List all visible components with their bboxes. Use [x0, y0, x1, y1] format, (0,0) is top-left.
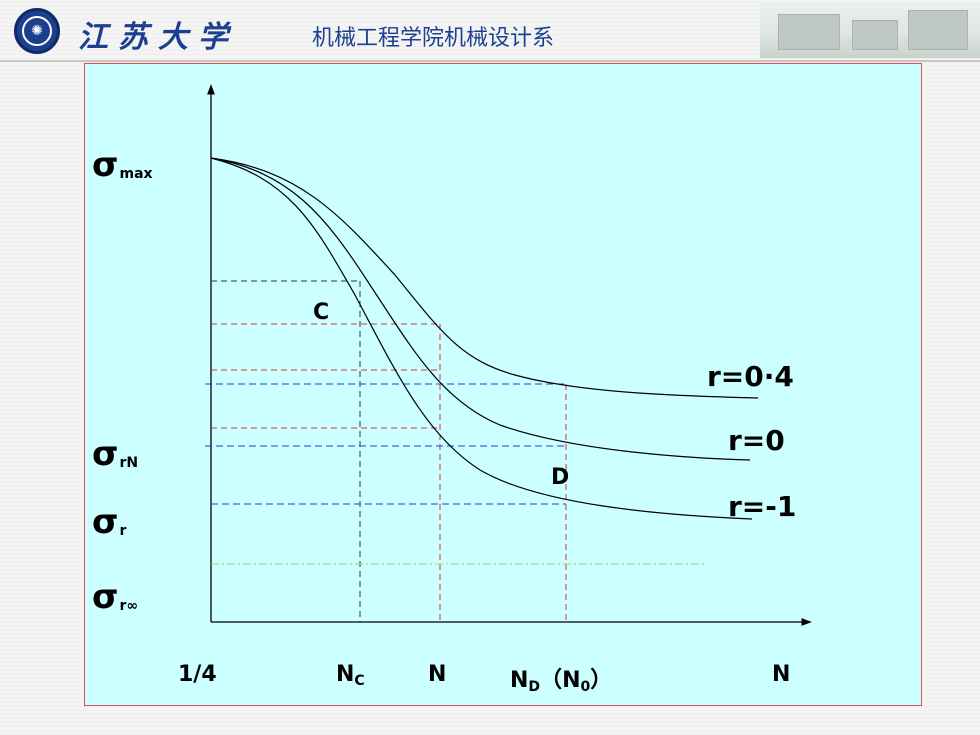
header-divider [0, 60, 980, 62]
y-label-sigma-r-inf: σr∞ [92, 577, 139, 617]
curve-label-r-0-4: r=0·4 [707, 360, 794, 393]
y-label-sigma-max: σmax [92, 145, 153, 185]
department-name: 机械工程学院机械设计系 [312, 26, 555, 51]
curve-label-r-neg-1: r=-1 [728, 490, 797, 523]
curve-label-r-0: r=0 [728, 424, 785, 457]
curve-r-neg-1 [210, 157, 753, 520]
x-label-n-axis: N [772, 662, 791, 687]
campus-photo [760, 2, 980, 58]
point-label-d: D [551, 465, 570, 490]
x-label-quarter: 1/4 [178, 662, 217, 687]
y-label-sigma-r: σr [92, 502, 127, 542]
curve-r-0-4 [210, 157, 759, 399]
x-label-n: N [428, 662, 447, 687]
y-label-sigma-rn: σrN [92, 434, 139, 474]
point-label-c: C [313, 300, 330, 325]
x-label-nd-n0: ND（N0） [510, 668, 613, 695]
curve-r-0 [210, 157, 751, 461]
x-label-nc: NC [336, 662, 365, 689]
university-name: 江苏大学 [78, 20, 238, 55]
slide-header: ✺ 江苏大学 机械工程学院机械设计系 [0, 0, 980, 62]
university-seal-icon: ✺ [14, 8, 60, 54]
